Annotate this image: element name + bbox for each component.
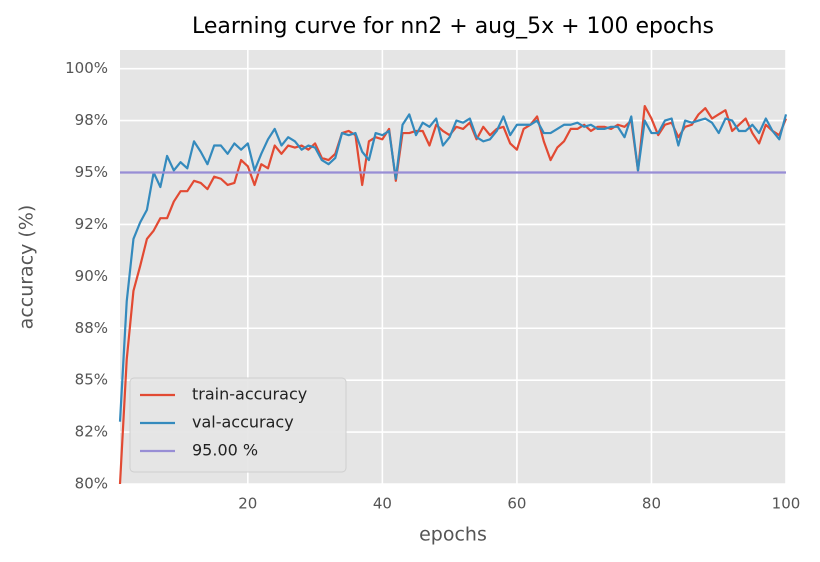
x-tick-label: 20 — [238, 495, 257, 513]
y-tick-label: 100% — [65, 59, 108, 77]
x-tick-label: 40 — [373, 495, 392, 513]
chart-title: Learning curve for nn2 + aug_5x + 100 ep… — [192, 14, 714, 39]
x-tick-label: 60 — [507, 495, 526, 513]
y-tick-label: 92% — [75, 215, 108, 233]
y-tick-label: 82% — [75, 423, 108, 441]
x-tick-label: 80 — [642, 495, 661, 513]
legend-label: train-accuracy — [192, 385, 307, 404]
y-axis-label: accuracy (%) — [16, 205, 38, 330]
legend-label: val-accuracy — [192, 413, 294, 432]
x-axis-label: epochs — [419, 524, 487, 546]
legend: train-accuracy val-accuracy 95.00 % — [129, 377, 347, 473]
y-tick-label: 95% — [75, 163, 108, 181]
y-tick-label: 88% — [75, 319, 108, 337]
y-tick-label: 98% — [75, 111, 108, 129]
x-tick-label: 100 — [772, 495, 801, 513]
y-tick-label: 80% — [75, 475, 108, 493]
legend-box — [129, 377, 347, 473]
line-series — [118, 113, 788, 422]
legend-label: 95.00 % — [192, 441, 258, 460]
y-tick-label: 90% — [75, 267, 108, 285]
y-tick-label: 85% — [75, 371, 108, 389]
